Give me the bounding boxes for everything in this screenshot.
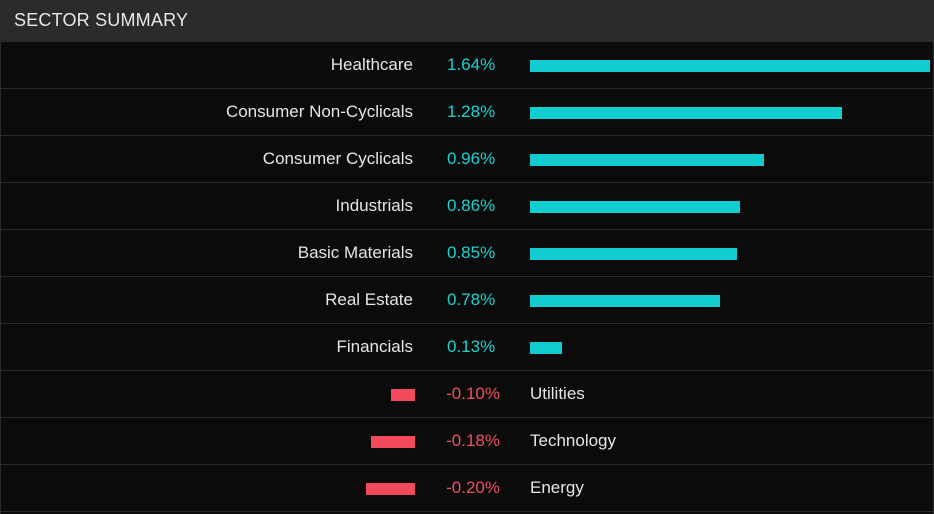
panel-title: SECTOR SUMMARY <box>14 10 189 30</box>
sector-rows: Healthcare 1.64% Consumer Non-Cyclicals 1.2… <box>0 42 934 514</box>
sector-bar <box>371 436 415 448</box>
sector-name: Healthcare <box>330 55 413 74</box>
sector-name: Consumer Cyclicals <box>262 149 413 168</box>
sector-bar <box>366 483 415 495</box>
sector-change-label: -0.20% <box>446 478 500 497</box>
sector-name: Energy <box>530 478 584 497</box>
sector-change-label: 0.85% <box>447 243 496 262</box>
sector-change-label: 0.96% <box>447 149 496 168</box>
sector-bar <box>530 342 562 354</box>
sector-name: Consumer Non-Cyclicals <box>225 102 413 121</box>
sector-name: Basic Materials <box>297 243 413 262</box>
sector-bar <box>530 248 737 260</box>
sector-name: Real Estate <box>325 290 413 309</box>
sector-change-label: -0.18% <box>446 431 500 450</box>
sector-change-label: 1.28% <box>447 102 496 121</box>
sector-bar <box>530 60 930 72</box>
sector-bar <box>530 107 842 119</box>
sector-name: Financials <box>336 337 413 356</box>
sector-row: Real Estate 0.78% <box>1 277 933 324</box>
sector-bar <box>530 295 720 307</box>
sector-row: Energy -0.20% <box>1 465 933 512</box>
sector-bar <box>530 201 740 213</box>
sector-name: Utilities <box>530 384 585 403</box>
panel-header: SECTOR SUMMARY <box>0 0 934 42</box>
sector-row: Technology -0.18% <box>1 418 933 465</box>
sector-row: Basic Materials 0.85% <box>1 230 933 277</box>
sector-row: Utilities -0.10% <box>1 371 933 418</box>
sector-row: Consumer Non-Cyclicals 1.28% <box>1 89 933 136</box>
sector-row: Consumer Cyclicals 0.96% <box>1 136 933 183</box>
sector-change-label: 1.64% <box>447 55 496 74</box>
sector-change-label: 0.86% <box>447 196 496 215</box>
sector-row: Healthcare 1.64% <box>1 42 933 89</box>
sector-change-label: -0.10% <box>446 384 500 403</box>
sector-bar <box>530 154 764 166</box>
sector-change-label: 0.13% <box>447 337 496 356</box>
sector-change-label: 0.78% <box>447 290 496 309</box>
sector-name: Industrials <box>335 196 413 215</box>
sector-name: Technology <box>530 431 617 450</box>
sector-row: Industrials 0.86% <box>1 183 933 230</box>
sector-row: Financials 0.13% <box>1 324 933 371</box>
sector-bar <box>391 389 415 401</box>
